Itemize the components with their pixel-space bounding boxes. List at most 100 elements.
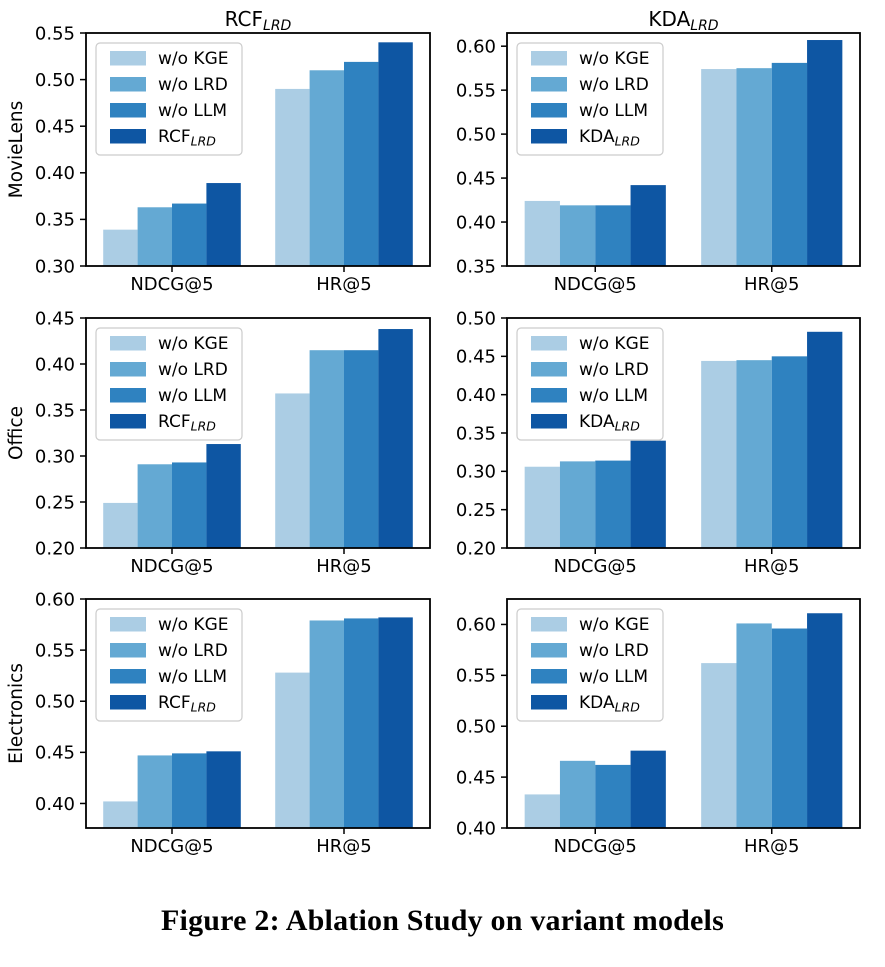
bar-ndcg5-4: [630, 750, 666, 828]
bar-ndcg5-2: [559, 760, 596, 828]
legend-swatch-4: [531, 129, 567, 144]
legend-label-1: w/o KGE: [579, 615, 650, 635]
legend-label-2: w/o LRD: [158, 75, 228, 95]
y-tick-label: 0.30: [456, 462, 496, 483]
y-tick-label: 0.35: [35, 400, 75, 421]
y-tick-label: 0.35: [35, 210, 75, 231]
bars-group: [524, 613, 843, 828]
legend-box: [516, 42, 664, 156]
y-tick-label: 0.50: [35, 70, 75, 91]
bar-hr5-3: [771, 62, 808, 266]
legend-swatch-3: [110, 669, 146, 684]
y-tick-label: 0.55: [456, 80, 496, 101]
x-tick-label: NDCG@5: [554, 836, 637, 857]
chart-title-main: KDA: [648, 7, 690, 31]
legend-label-4: RCFLRD: [158, 693, 216, 715]
y-tick-label: 0.20: [456, 538, 496, 559]
y-tick-label: 0.50: [456, 124, 496, 145]
bar-ndcg5-1: [524, 200, 560, 266]
legend-label-main: RCF: [158, 412, 191, 432]
bar-ndcg5-4: [206, 444, 241, 548]
bar-hr5-3: [344, 350, 379, 548]
legend-swatch-4: [531, 695, 567, 710]
bar-hr5-1: [275, 88, 310, 266]
bar-hr5-2: [309, 70, 344, 266]
chart-kda-office: 0.20 0.25 0.30 0.35 0.40 0.45 0.50 NDCG@5 HR@5 w/…: [456, 308, 861, 577]
legend-label-main: RCF: [158, 127, 191, 147]
legend-swatch-1: [531, 336, 567, 351]
legend-label-main: w/o LRD: [158, 75, 228, 95]
y-tick-label: 0.40: [456, 818, 496, 839]
y-tick-label: 0.40: [35, 354, 75, 375]
axes-frame: [506, 317, 861, 549]
legend-label-main: w/o LLM: [579, 101, 648, 121]
legend-swatch-3: [531, 669, 567, 684]
bars-group: [524, 331, 843, 548]
x-tick-label: NDCG@5: [554, 556, 637, 577]
legend-swatch-2: [110, 643, 146, 658]
legend-label-main: w/o LLM: [158, 101, 227, 121]
bar-hr5-4: [378, 42, 413, 266]
chart-title-main: RCF: [225, 7, 263, 31]
bar-ndcg5-3: [595, 764, 631, 828]
legend: w/o KGE w/o LRD w/o LLM KDALRD: [516, 327, 664, 441]
chart-rcf-electronics: 0.40 0.45 0.50 0.55 0.60 NDCG@5 HR@5 Electronic…: [6, 589, 431, 857]
bar-ndcg5-3: [172, 462, 207, 548]
x-tick-label: HR@5: [316, 836, 372, 857]
y-tick-label: 0.25: [456, 500, 496, 521]
bar-ndcg5-2: [137, 207, 172, 266]
legend-swatch-3: [110, 388, 146, 403]
legend-label-main: KDA: [579, 412, 615, 432]
legend-swatch-1: [110, 51, 146, 66]
legend-label-main: KDA: [579, 693, 615, 713]
y-tick-label: 0.55: [456, 666, 496, 687]
legend-label-main: w/o KGE: [579, 334, 650, 354]
y-tick-label: 0.40: [35, 794, 75, 815]
axes-frame: [85, 32, 431, 267]
legend-label-1: w/o KGE: [158, 49, 229, 69]
bar-ndcg5-3: [595, 205, 631, 266]
legend-swatch-3: [110, 103, 146, 118]
x-tick-label: HR@5: [744, 274, 800, 295]
legend-label-sub: LRD: [615, 700, 641, 715]
legend-label-main: RCF: [158, 693, 191, 713]
legend-label-1: w/o KGE: [158, 334, 229, 354]
bar-hr5-1: [701, 663, 737, 828]
legend-label-sub: LRD: [191, 419, 217, 434]
dataset-label: Electronics: [6, 663, 27, 764]
legend-label-3: w/o LLM: [158, 386, 227, 406]
legend-label-main: w/o LRD: [579, 641, 649, 661]
bar-ndcg5-3: [595, 460, 631, 548]
legend-label-1: w/o KGE: [579, 49, 650, 69]
legend-box: [95, 608, 243, 722]
y-tick-label: 0.45: [35, 308, 75, 329]
bar-hr5-2: [736, 360, 772, 548]
legend-label-2: w/o LRD: [579, 360, 649, 380]
bar-ndcg5-1: [103, 801, 138, 828]
legend-label-main: w/o KGE: [579, 615, 650, 635]
bars-group: [103, 42, 413, 266]
legend: w/o KGE w/o LRD w/o LLM RCFLRD: [95, 327, 243, 441]
dataset-label: Office: [6, 406, 27, 460]
bar-ndcg5-3: [172, 753, 207, 828]
legend-swatch-4: [110, 695, 146, 710]
bar-ndcg5-4: [630, 440, 666, 548]
x-tick-label: HR@5: [744, 836, 800, 857]
legend-box: [516, 608, 664, 722]
bar-hr5-1: [275, 672, 310, 828]
charts-grid: 0.30 0.35 0.40 0.45 0.50 0.55 NDCG@5 HR@5 RCFLRD…: [6, 7, 861, 857]
legend-box: [516, 327, 664, 441]
y-tick-label: 0.25: [35, 492, 75, 513]
bar-hr5-2: [736, 623, 772, 828]
bar-hr5-4: [378, 329, 413, 548]
legend-label-3: w/o LLM: [579, 386, 648, 406]
legend-label-4: RCFLRD: [158, 412, 216, 434]
legend-swatch-4: [110, 129, 146, 144]
x-tick-label: NDCG@5: [130, 556, 213, 577]
legend-label-4: RCFLRD: [158, 127, 216, 149]
y-tick-label: 0.40: [456, 212, 496, 233]
bar-ndcg5-1: [103, 502, 138, 548]
legend-swatch-2: [531, 362, 567, 377]
y-tick-label: 0.60: [35, 589, 75, 610]
bars-group: [103, 617, 413, 828]
